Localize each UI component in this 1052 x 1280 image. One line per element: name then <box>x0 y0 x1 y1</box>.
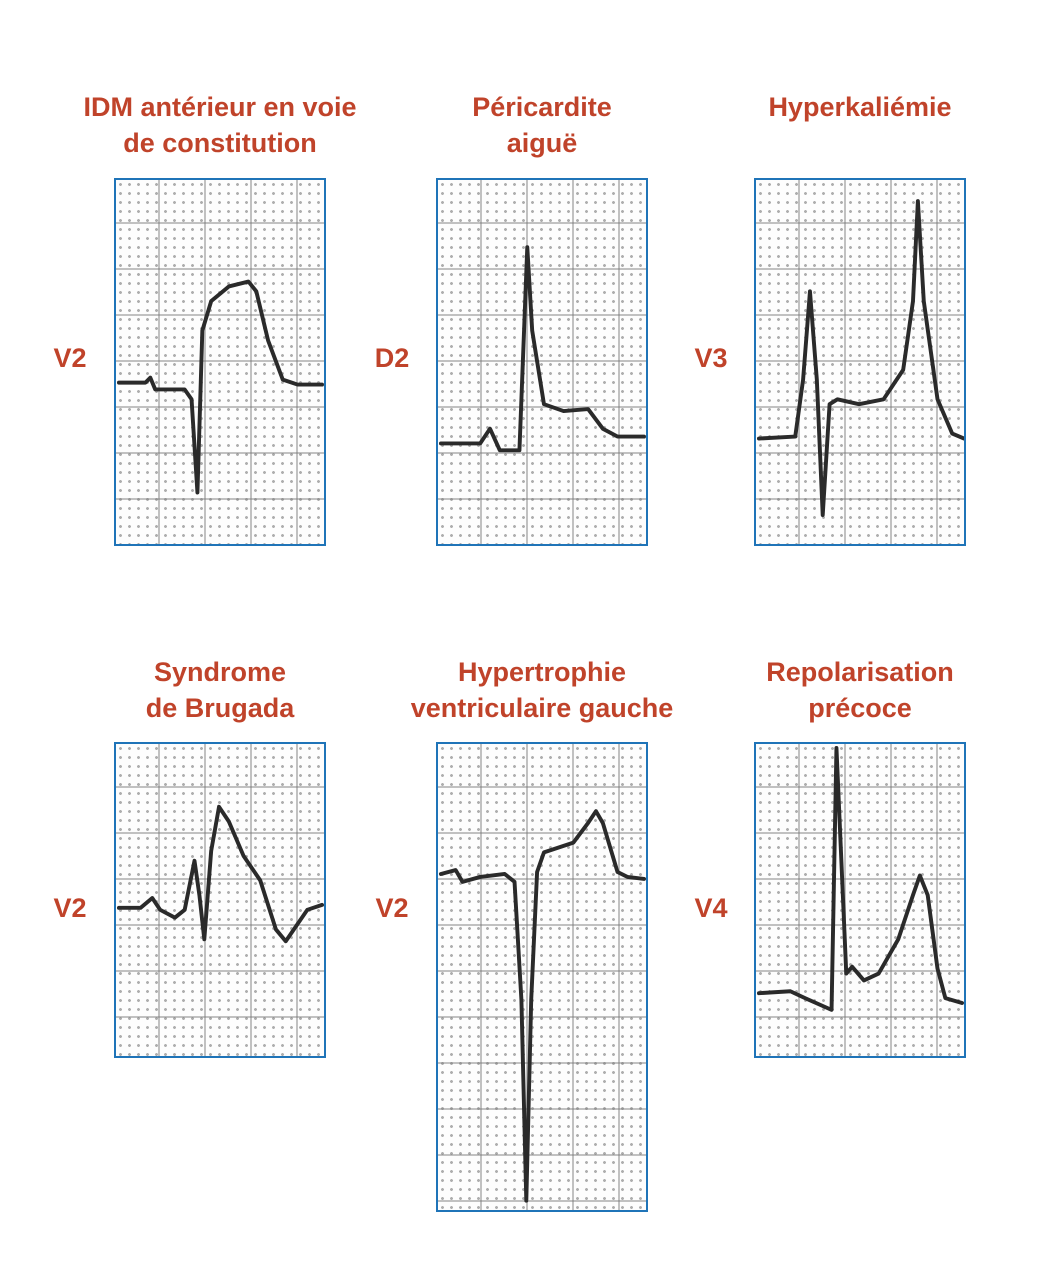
lead-label: V2 <box>375 893 409 923</box>
ecg-trace <box>116 804 324 944</box>
ecg-strip-brugada <box>114 742 326 1058</box>
lead-label: V2 <box>53 893 87 923</box>
ecg-strip-pericarditis <box>436 178 648 546</box>
panel-title: Péricardite aiguë <box>472 92 612 158</box>
lead-label: V2 <box>53 343 87 373</box>
panel-title: IDM antérieur en voie de constitution <box>83 92 357 158</box>
panel-title: Hypertrophie ventriculaire gauche <box>410 657 674 723</box>
ecg-strip-early-repolarization <box>754 742 966 1058</box>
ecg-trace <box>438 245 646 453</box>
panel-title: Repolarisation précoce <box>766 657 954 723</box>
lead-label: V3 <box>694 343 728 373</box>
lead-label: V4 <box>694 893 728 923</box>
ecg-trace <box>116 279 324 495</box>
ecg-trace <box>438 809 646 1203</box>
panel-title: Syndrome de Brugada <box>145 657 295 723</box>
lead-label: D2 <box>374 343 410 373</box>
ecg-strip-lvh <box>436 742 648 1212</box>
ecg-strip-hyperkalemia <box>754 178 966 546</box>
ecg-strip-idm <box>114 178 326 546</box>
ecg-trace <box>756 745 964 1012</box>
ecg-trace <box>756 199 964 518</box>
panel-title: Hyperkaliémie <box>768 92 952 122</box>
